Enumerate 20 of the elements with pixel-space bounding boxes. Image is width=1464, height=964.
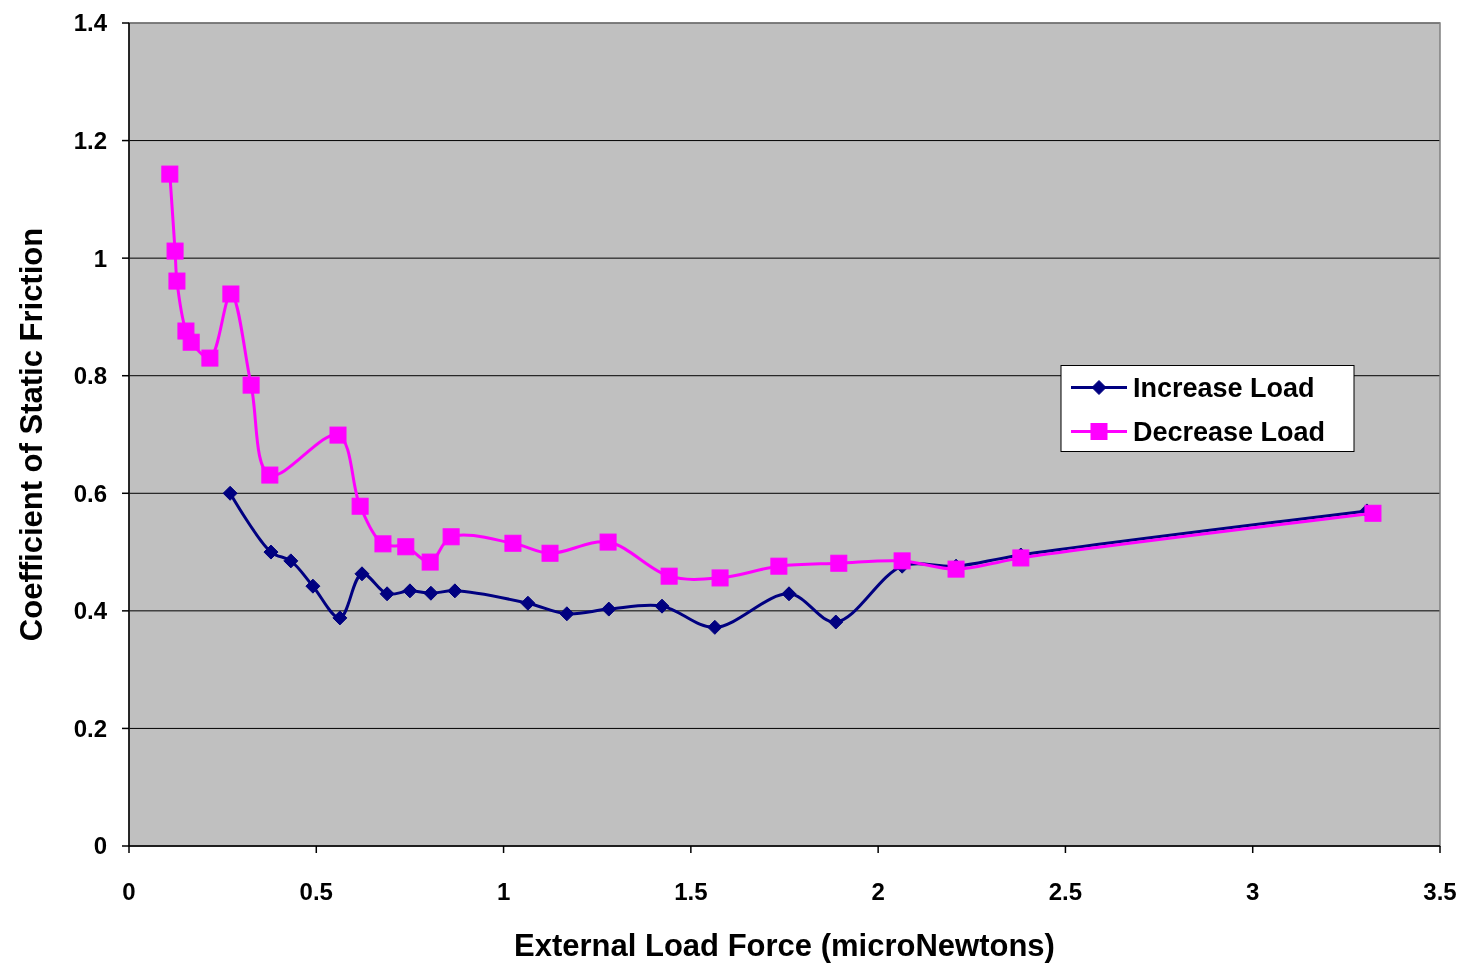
x-tick-label: 3 — [1246, 878, 1260, 905]
y-tick-label: 0.4 — [73, 597, 108, 625]
y-tick-label: 0.8 — [73, 362, 107, 390]
y-tick-label: 0.6 — [73, 479, 107, 507]
y-tick-label: 1.4 — [73, 9, 108, 37]
x-tick-label: 2 — [871, 878, 885, 905]
x-axis-title: External Load Force (microNewtons) — [514, 928, 1055, 963]
legend-label: Decrease Load — [1133, 416, 1326, 447]
x-tick-label: 2.5 — [1048, 878, 1083, 905]
x-tick-label: 1.5 — [674, 878, 708, 905]
x-tick-label: 1 — [496, 878, 511, 905]
y-axis-title: Coefficient of Static Friction — [14, 227, 49, 642]
y-tick-label: 0.2 — [73, 714, 107, 742]
y-tick-label: 0 — [93, 832, 107, 860]
x-tick-label: 3.5 — [1423, 878, 1457, 905]
legend-label: Increase Load — [1133, 372, 1315, 403]
y-tick-label: 1.2 — [73, 126, 107, 154]
y-tick-label: 1 — [93, 244, 107, 272]
x-tick-label: 0.5 — [299, 878, 333, 905]
x-tick-label: 0 — [122, 878, 136, 905]
